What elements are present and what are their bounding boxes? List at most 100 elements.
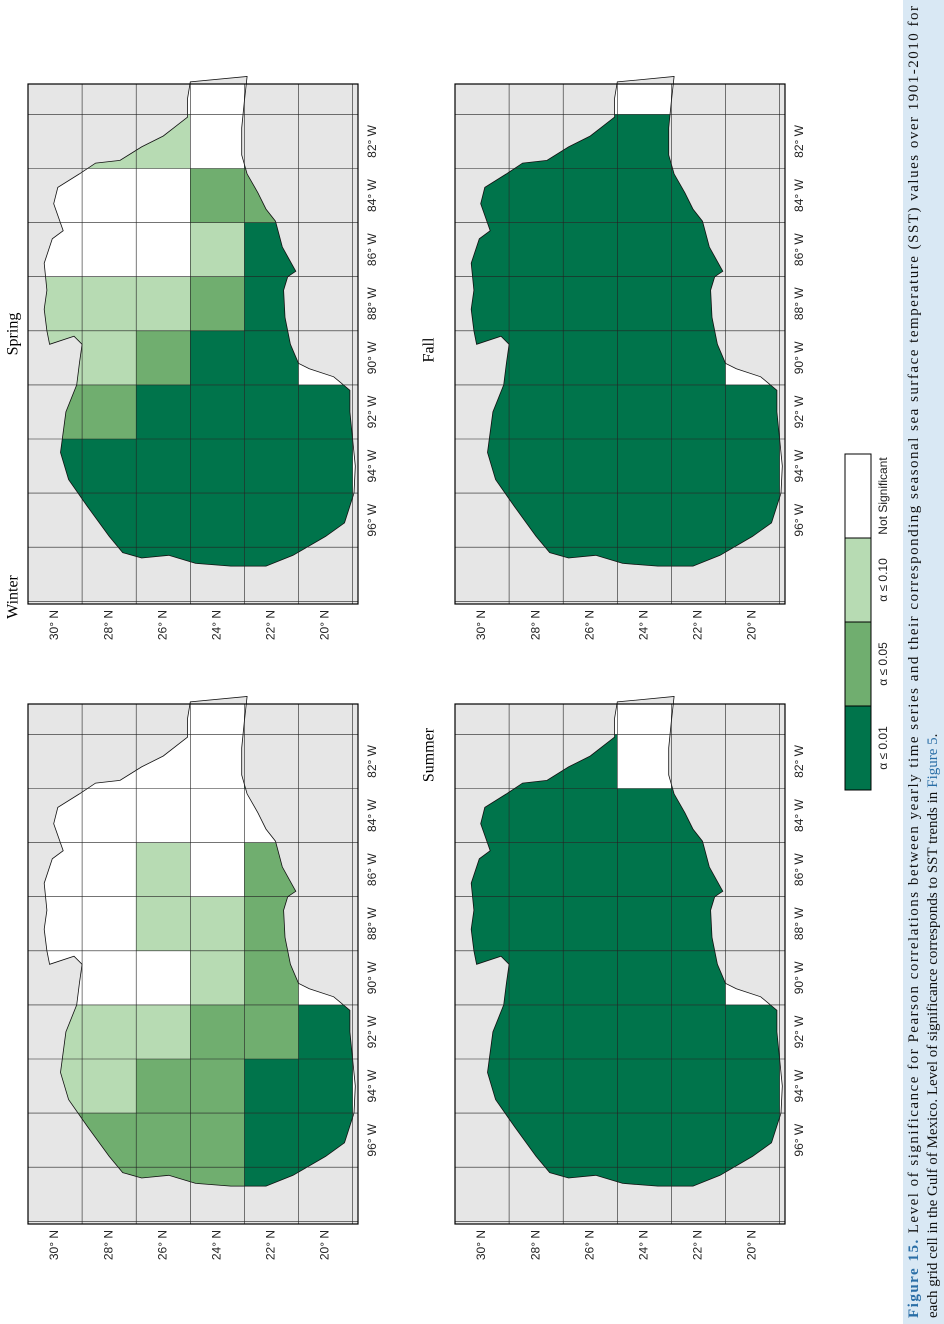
grid-cell xyxy=(190,114,245,169)
lon-label: 90° W xyxy=(365,341,379,374)
grid-cell xyxy=(725,384,780,439)
grid-cell xyxy=(563,384,618,439)
grid-lines xyxy=(455,84,785,604)
grid-cell xyxy=(617,950,672,1005)
grid-cell xyxy=(671,1058,726,1114)
grid-cell xyxy=(671,330,726,385)
grid-cell xyxy=(190,168,245,223)
lat-label: 30° N xyxy=(47,1230,61,1260)
grid-cell xyxy=(671,384,726,439)
lon-label: 82° W xyxy=(792,124,806,157)
grid-cell xyxy=(617,114,672,169)
grid-cell xyxy=(509,276,564,331)
grid-cell xyxy=(82,222,137,277)
grid-cell xyxy=(725,438,780,494)
lat-label: 26° N xyxy=(155,610,169,640)
grid-cell xyxy=(82,168,137,223)
grid-cell xyxy=(617,1004,672,1059)
grid-cell xyxy=(298,1004,353,1059)
grid-cell xyxy=(563,493,618,548)
legend-swatch xyxy=(844,621,872,707)
grid-cell xyxy=(509,438,564,494)
lon-label: 94° W xyxy=(792,1069,806,1102)
caption-band xyxy=(903,0,944,1324)
lat-label: 26° N xyxy=(582,1230,596,1260)
lon-label: 86° W xyxy=(365,853,379,886)
lon-label: 92° W xyxy=(792,395,806,428)
lon-label: 88° W xyxy=(792,287,806,320)
lat-label: 28° N xyxy=(101,610,115,640)
lon-label: 88° W xyxy=(792,907,806,940)
legend-label: α ≤ 0.10 xyxy=(876,558,890,602)
legend-swatch xyxy=(844,705,872,791)
grid-cell xyxy=(563,1004,618,1059)
lon-label: 96° W xyxy=(792,503,806,536)
lat-label: 20° N xyxy=(745,1230,759,1260)
caption-link[interactable]: Figure 5 xyxy=(925,737,941,787)
lat-label: 24° N xyxy=(637,610,651,640)
map-frame xyxy=(454,83,786,605)
grid-cell xyxy=(617,734,672,789)
lon-label: 94° W xyxy=(365,1069,379,1102)
legend-swatch xyxy=(844,537,872,623)
grid-cell xyxy=(671,438,726,494)
grid-cell xyxy=(471,842,510,897)
grid-cell xyxy=(617,1113,672,1168)
grid-cell xyxy=(136,950,191,1005)
grid-cell xyxy=(509,842,564,897)
grid-cell xyxy=(190,547,245,567)
grid-cell xyxy=(471,896,510,951)
grid-cell xyxy=(563,438,618,494)
lon-label: 90° W xyxy=(792,341,806,374)
grid-cell xyxy=(136,493,191,548)
grid-cell xyxy=(563,1058,618,1114)
grid-cell xyxy=(563,168,618,223)
panel-title: Fall xyxy=(421,337,438,362)
grid-cell xyxy=(617,1058,672,1114)
grid-cell xyxy=(563,788,618,843)
grid-cell xyxy=(82,950,137,1005)
grid-cell xyxy=(563,950,618,1005)
caption-text: Level of significance for Pearson correl… xyxy=(906,6,922,1233)
lat-label: 22° N xyxy=(691,610,705,640)
grid-cell xyxy=(190,842,245,897)
map-frame xyxy=(27,83,359,605)
grid-cell xyxy=(190,1004,245,1059)
grid-cell xyxy=(617,842,672,897)
lat-label: 24° N xyxy=(210,610,224,640)
grid-cell xyxy=(725,1004,780,1059)
grid-cell xyxy=(244,1058,299,1114)
grid-cell xyxy=(244,384,299,439)
grid-cell xyxy=(509,788,564,843)
lon-label: 92° W xyxy=(365,1015,379,1048)
lon-label: 88° W xyxy=(365,907,379,940)
caption-text: . xyxy=(925,734,941,738)
grid-lines xyxy=(28,704,358,1224)
grid-cell xyxy=(244,330,299,385)
grid-cell xyxy=(725,1058,780,1114)
caption-text: each grid cell in the Gulf of Mexico. Le… xyxy=(925,791,941,1318)
grid-cell xyxy=(190,330,245,385)
legend-label: Not Significant xyxy=(876,457,890,535)
grid-cell xyxy=(190,788,245,843)
grid-cell xyxy=(190,734,245,789)
grid-cell xyxy=(136,276,191,331)
legend-swatch xyxy=(844,453,872,539)
lon-label: 86° W xyxy=(792,853,806,886)
grid-cell xyxy=(617,222,672,277)
grid-cell xyxy=(617,493,672,548)
grid-cell xyxy=(509,896,564,951)
lat-label: 30° N xyxy=(47,610,61,640)
lat-label: 24° N xyxy=(637,1230,651,1260)
map-frame xyxy=(27,703,359,1225)
grid-cell xyxy=(82,438,137,494)
lon-label: 82° W xyxy=(365,124,379,157)
grid-cell xyxy=(509,950,564,1005)
grid-cell xyxy=(471,222,510,277)
grid-lines xyxy=(28,84,358,604)
grid-cell xyxy=(671,1004,726,1059)
grid-cell xyxy=(298,384,353,439)
lon-label: 84° W xyxy=(792,798,806,831)
lon-label: 94° W xyxy=(792,449,806,482)
